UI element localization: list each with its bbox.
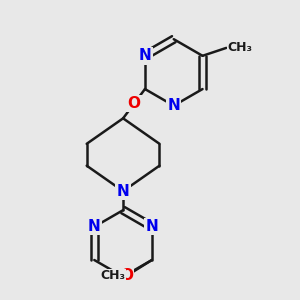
Text: CH₃: CH₃ <box>100 269 125 282</box>
Text: N: N <box>117 184 130 199</box>
Text: N: N <box>88 219 101 234</box>
Text: N: N <box>146 219 158 234</box>
Text: N: N <box>167 98 180 113</box>
Text: CH₃: CH₃ <box>228 41 253 54</box>
Text: O: O <box>128 96 140 111</box>
Text: O: O <box>120 268 133 284</box>
Text: N: N <box>139 48 151 63</box>
